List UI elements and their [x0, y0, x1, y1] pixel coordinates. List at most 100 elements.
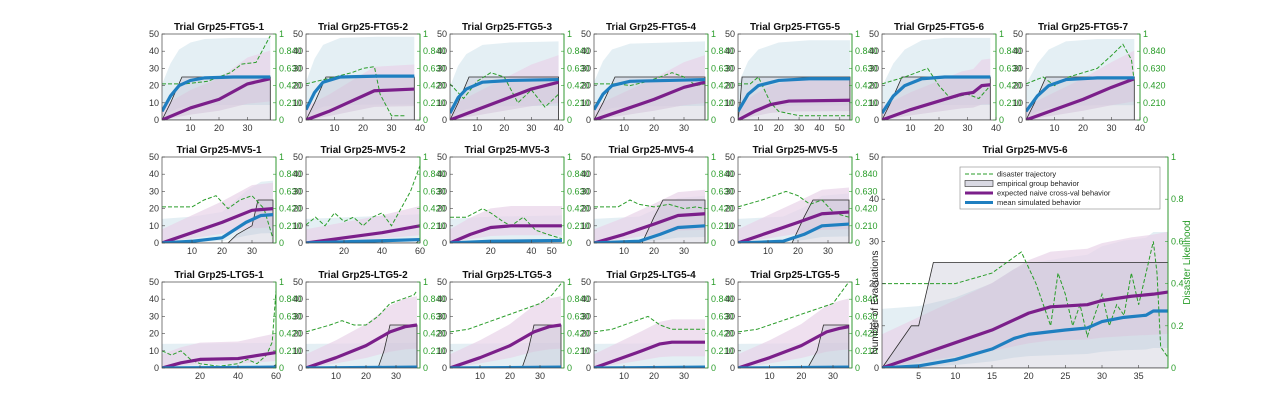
y-tick-label: 30 [149, 63, 159, 73]
y-tick-label: 40 [725, 169, 735, 179]
naive-behavior-line [162, 77, 271, 120]
subplot-ltg1: 0 10 20 30 40 50 0 0.210 0.420 0.630 0.840 1 20 40 60 T… [149, 270, 302, 381]
y2-tick-label: 0.210 [279, 98, 302, 108]
plot-area [738, 282, 850, 368]
disaster-trajectory-line [882, 67, 991, 100]
y-tick-label: 0 [442, 238, 447, 248]
y-tick-label: 20 [437, 329, 447, 339]
y2-tick-label: 1 [1171, 152, 1176, 162]
y-tick-label: 0 [298, 115, 303, 125]
sim-behavior-line [306, 74, 415, 111]
y2-tick-label: 0.630 [711, 186, 734, 196]
subplot-ftg7: 0 10 20 30 40 50 0 0.210 0.420 0.630 0.840 1 10 20 30 4… [1013, 22, 1166, 133]
naive-behavior-line [1026, 77, 1135, 120]
y-tick-label: 50 [149, 29, 159, 39]
y2-tick-label: 1 [855, 152, 860, 162]
y-tick-label: 40 [293, 169, 303, 179]
x-tick-label: 30 [247, 246, 257, 256]
y2-tick-label: 1 [423, 152, 428, 162]
y-tick-label: 50 [725, 29, 735, 39]
naive-uncertainty-band [882, 231, 1168, 368]
y2-tick-label: 0.210 [423, 346, 446, 356]
naive-behavior-line [882, 83, 991, 120]
naive-behavior-line [738, 325, 850, 368]
subplot-title: Trial Grp25-LTG5-2 [318, 270, 408, 281]
x-tick-label: 30 [1097, 371, 1107, 381]
y2-tick-label: 0.840 [567, 294, 590, 304]
y2-tick-label: 0.420 [855, 81, 878, 91]
sim-behavior-line [594, 77, 706, 111]
y2-tick-label: 0.2 [1171, 321, 1184, 331]
y2-tick-label: 0 [567, 238, 572, 248]
y2-tick-label: 1 [1143, 29, 1148, 39]
naive-behavior-line [306, 87, 415, 120]
x-tick-label: 30 [679, 246, 689, 256]
y2-tick-label: 0 [279, 363, 284, 373]
y2-tick-label: 0 [711, 363, 716, 373]
disaster-trajectory-line [162, 195, 274, 239]
x-tick-label: 15 [987, 371, 997, 381]
x-tick-label: 20 [361, 371, 371, 381]
plot-area [594, 41, 706, 120]
x-tick-label: 30 [828, 371, 838, 381]
y2-tick-label: 0.630 [279, 63, 302, 73]
y2-tick-label: 1 [567, 152, 572, 162]
y-tick-label: 40 [581, 294, 591, 304]
y-tick-label: 30 [149, 186, 159, 196]
disaster-trajectory-line [162, 290, 276, 367]
subplot-ftg2: 0 10 20 30 40 50 0 0.210 0.420 0.630 0.840 1 10 20 30 4… [293, 22, 446, 133]
y2-tick-label: 0.840 [567, 46, 590, 56]
x-tick-label: 20 [1024, 371, 1034, 381]
x-tick-label: 30 [526, 123, 536, 133]
naive-behavior-line [450, 80, 559, 120]
y-tick-label: 20 [581, 204, 591, 214]
y-tick-label: 10 [149, 98, 159, 108]
y-tick-label: 0 [154, 115, 159, 125]
y-axis-label: Number of Evacuations [870, 251, 881, 355]
y2-tick-label: 1 [567, 29, 572, 39]
y-tick-label: 0 [442, 363, 447, 373]
y2-tick-label: 0 [279, 115, 284, 125]
disaster-trajectory-line [1026, 43, 1135, 87]
y-tick-label: 20 [1013, 81, 1023, 91]
y-tick-label: 10 [581, 346, 591, 356]
y-tick-label: 50 [581, 29, 591, 39]
y-tick-label: 40 [725, 294, 735, 304]
disaster-trajectory-line [738, 282, 850, 333]
y-tick-label: 10 [293, 221, 303, 231]
y2-tick-label: 0.420 [711, 329, 734, 339]
y2-tick-label: 0.210 [423, 221, 446, 231]
x-tick-label: 40 [233, 371, 243, 381]
y2-tick-label: 1 [423, 29, 428, 39]
y-tick-label: 10 [149, 346, 159, 356]
y-tick-label: 10 [581, 98, 591, 108]
x-tick-label: 10 [1049, 123, 1059, 133]
empirical-behavior-area [450, 324, 562, 368]
x-tick-label: 30 [391, 371, 401, 381]
naive-behavior-line [738, 210, 850, 243]
y2-tick-label: 0.630 [567, 311, 590, 321]
x-tick-label: 20 [1078, 123, 1088, 133]
sim-behavior-line [1026, 76, 1135, 113]
y2-tick-label: 0.840 [855, 46, 878, 56]
naive-uncertainty-band [738, 187, 849, 243]
disaster-trajectory-line [306, 290, 418, 333]
x-tick-label: 35 [1134, 371, 1144, 381]
naive-uncertainty-band [738, 298, 849, 368]
y2-tick-label: 1 [855, 277, 860, 287]
y2-tick-label: 0 [423, 363, 428, 373]
y-tick-label: 10 [149, 221, 159, 231]
naive-uncertainty-band [306, 296, 417, 368]
y-tick-label: 20 [293, 329, 303, 339]
y-tick-label: 20 [437, 81, 447, 91]
y-tick-label: 0 [154, 363, 159, 373]
plot-area [738, 40, 851, 120]
x-tick-label: 10 [472, 123, 482, 133]
subplot-ltg5: 0 10 20 30 40 50 0 0.210 0.420 0.630 0.840 1 10 20 30 T… [725, 270, 878, 381]
y-tick-label: 50 [869, 29, 879, 39]
x-tick-label: 10 [619, 123, 629, 133]
y-tick-label: 40 [869, 46, 879, 56]
plot-area [594, 315, 706, 368]
y2-tick-label: 1 [711, 29, 716, 39]
empirical-behavior-area [162, 199, 274, 243]
